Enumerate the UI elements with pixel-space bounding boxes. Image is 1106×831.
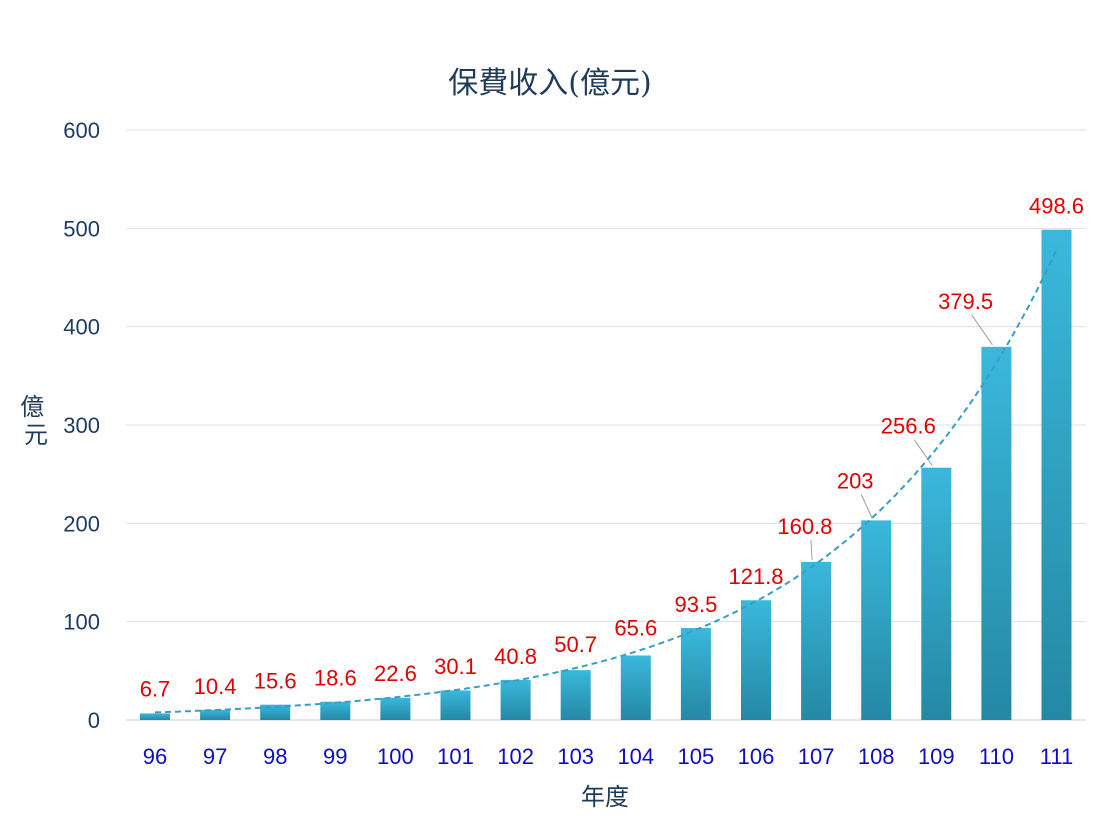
data-label: 15.6 [254,669,297,694]
x-tick-label: 100 [377,744,414,769]
leader-line [810,539,813,560]
x-tick-label: 98 [263,744,287,769]
data-label: 10.4 [194,674,237,699]
x-tick-label: 96 [143,744,167,769]
x-tick-label: 110 [979,744,1014,769]
bar [1041,229,1072,720]
data-label: 121.8 [728,564,783,589]
x-tick-label: 101 [437,744,474,769]
chart-title: 保費收入(億元) [448,66,651,101]
data-labels: 6.7 10.4 15.6 18.6 22.6 30.1 40.8 50.7 65.6 93.5 1… [140,194,1084,702]
x-tick-label: 105 [678,744,715,769]
y-tick-label: 200 [63,511,100,536]
bar [500,679,531,720]
leader-line [860,494,873,519]
data-label: 22.6 [374,661,417,686]
bar [260,704,291,720]
bar [200,709,231,720]
leader-line [971,314,993,346]
leader-line [913,439,933,466]
data-label: 50.7 [554,632,597,657]
y-tick-label: 500 [63,216,100,241]
bar [140,713,170,720]
bar [560,670,591,720]
x-axis-ticks: 96 97 98 99 100 101 102 103 104 105 106 107 108 109 11… [143,744,1073,769]
y-tick-label: 300 [63,413,100,438]
data-label: 93.5 [674,592,717,617]
y-axis-label: 億 元 [20,393,52,449]
bar [320,701,351,720]
bar [861,520,892,720]
data-label: 160.8 [777,514,832,539]
bar [921,467,952,720]
label-leader-lines [810,314,993,560]
bar [620,655,651,720]
data-label: 40.8 [494,644,537,669]
data-label: 203 [837,468,874,493]
y-tick-label: 600 [63,118,100,143]
y-axis-ticks: 0 100 200 300 400 500 600 [63,118,100,733]
data-label: 256.6 [881,414,936,439]
x-tick-label: 106 [738,744,775,769]
bar [801,561,832,720]
y-tick-label: 100 [63,610,100,635]
bar [981,346,1012,720]
x-tick-label: 111 [1040,744,1073,769]
bar [440,690,471,720]
data-label: 379.5 [938,289,993,314]
data-label: 18.6 [314,666,357,691]
x-tick-label: 97 [203,744,227,769]
x-tick-label: 103 [557,744,594,769]
y-tick-label: 400 [63,315,100,340]
data-label: 498.6 [1029,194,1084,219]
trend-line [154,249,1058,714]
x-tick-label: 104 [617,744,654,769]
x-axis-label: 年度 [581,783,629,811]
gridlines [126,129,1086,721]
x-tick-label: 108 [858,744,895,769]
data-label: 65.6 [614,616,657,641]
x-tick-label: 102 [497,744,534,769]
data-label: 6.7 [140,676,171,701]
bars [140,229,1072,720]
x-tick-label: 107 [798,744,835,769]
x-tick-label: 109 [918,744,955,769]
bar [680,628,711,720]
bar [380,697,411,720]
data-label: 30.1 [434,654,477,679]
x-tick-label: 99 [323,744,347,769]
y-tick-label: 0 [88,708,100,733]
bar [741,600,771,720]
